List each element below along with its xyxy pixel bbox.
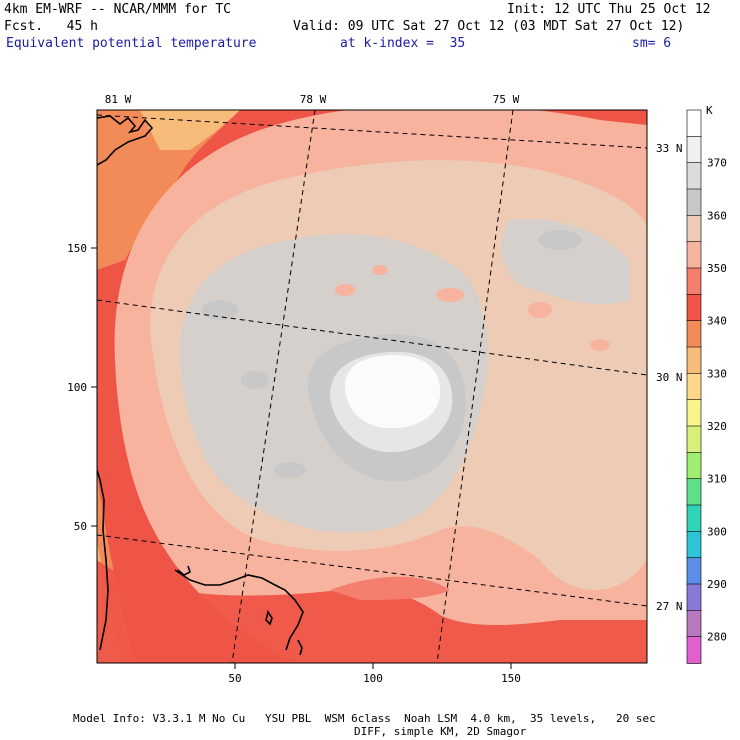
colorbar-label: 320 xyxy=(707,420,727,433)
meridian-75w xyxy=(436,110,514,663)
coast-carolinas xyxy=(97,115,154,166)
coast-grand-bahama xyxy=(177,565,191,576)
lat-label-33n: 33 N xyxy=(656,142,683,155)
coast-eleuthera xyxy=(297,639,303,656)
y-tick-50: 50 xyxy=(74,520,87,533)
theta-e-field xyxy=(97,110,647,663)
field-speckles-345 xyxy=(335,265,610,351)
colorbar-swatch xyxy=(686,267,702,296)
lat-label-27n: 27 N xyxy=(656,600,683,613)
colorbar-swatch xyxy=(686,373,702,401)
colorbar-swatch xyxy=(686,346,702,375)
model-diffusion: DIFF, simple KM, 2D Smagor xyxy=(354,725,527,738)
colorbar-swatch xyxy=(686,636,702,664)
coast-bahamas-island xyxy=(265,610,273,626)
field-speckles-350 xyxy=(490,398,604,492)
colorbar-label: 360 xyxy=(707,209,727,222)
model-title: 4km EM-WRF -- NCAR/MMM for TC xyxy=(4,2,231,17)
level-info: at k-index = 35 xyxy=(340,36,466,51)
colorbar-label: 310 xyxy=(707,473,727,486)
colorbar-swatch xyxy=(686,215,702,243)
colorbar-swatch xyxy=(686,188,702,217)
coast-florida xyxy=(97,469,109,651)
lon-label-81w: 81 W xyxy=(105,93,132,106)
field-342-patch xyxy=(330,576,450,600)
colorbar-swatch xyxy=(686,241,702,269)
field-name: Equivalent potential temperature xyxy=(6,36,257,51)
y-tick-150: 150 xyxy=(67,242,87,255)
init-time: Init: 12 UTC Thu 25 Oct 12 xyxy=(507,2,711,17)
forecast-hour: Fcst. 45 h xyxy=(4,19,98,34)
field-speckles-360 xyxy=(202,230,582,478)
valid-time: Valid: 09 UTC Sat 27 Oct 12 (03 MDT Sat … xyxy=(293,19,685,34)
smoothing-info: sm= 6 xyxy=(632,36,672,51)
model-info: Model Info: V3.3.1 M No Cu YSU PBL WSM 6… xyxy=(73,712,656,725)
field-325-topleft xyxy=(140,110,240,150)
colorbar-swatch xyxy=(686,136,702,164)
lon-label-78w: 78 W xyxy=(300,93,327,106)
colorbar-swatch xyxy=(686,320,702,348)
colorbar xyxy=(686,109,702,664)
colorbar-swatch xyxy=(686,109,702,138)
field-355-northeast xyxy=(501,219,630,305)
graticule xyxy=(97,110,647,663)
colorbar-label: 280 xyxy=(707,631,727,644)
field-370-eye xyxy=(345,355,441,429)
x-tick-150: 150 xyxy=(501,672,521,685)
colorbar-label: 350 xyxy=(707,262,727,275)
colorbar-swatch xyxy=(686,610,702,638)
colorbar-swatch xyxy=(686,294,702,322)
colorbar-swatch xyxy=(686,478,702,506)
colorbar-label: 290 xyxy=(707,578,727,591)
parallel-27n xyxy=(97,534,647,607)
colorbar-swatch xyxy=(686,557,702,585)
colorbar-swatch xyxy=(686,425,702,454)
colorbar-unit: K xyxy=(706,104,713,117)
colorbar-swatch xyxy=(686,531,702,559)
colorbar-swatch xyxy=(686,399,702,427)
colorbar-labels: 370 360 350 340 330 320 310 300 290 280 xyxy=(707,157,727,644)
coastlines xyxy=(97,115,304,656)
colorbar-label: 340 xyxy=(707,315,727,328)
meridian-78w xyxy=(231,110,316,663)
colorbar-swatch xyxy=(686,583,702,612)
lat-label-30n: 30 N xyxy=(656,371,683,384)
lon-label-75w: 75 W xyxy=(493,93,520,106)
colorbar-label: 370 xyxy=(707,157,727,170)
parallel-33n xyxy=(97,114,647,149)
parallel-30n xyxy=(97,299,647,376)
axis-ticks xyxy=(91,247,512,669)
x-tick-100: 100 xyxy=(363,672,383,685)
field-340-south xyxy=(97,560,647,663)
colorbar-swatch xyxy=(686,162,702,190)
y-tick-100: 100 xyxy=(67,381,87,394)
colorbar-label: 300 xyxy=(707,525,727,538)
colorbar-swatch xyxy=(686,452,702,480)
coast-bahamas-abaco xyxy=(174,569,304,651)
x-tick-50: 50 xyxy=(228,672,241,685)
colorbar-label: 330 xyxy=(707,367,727,380)
colorbar-swatch xyxy=(686,504,702,533)
